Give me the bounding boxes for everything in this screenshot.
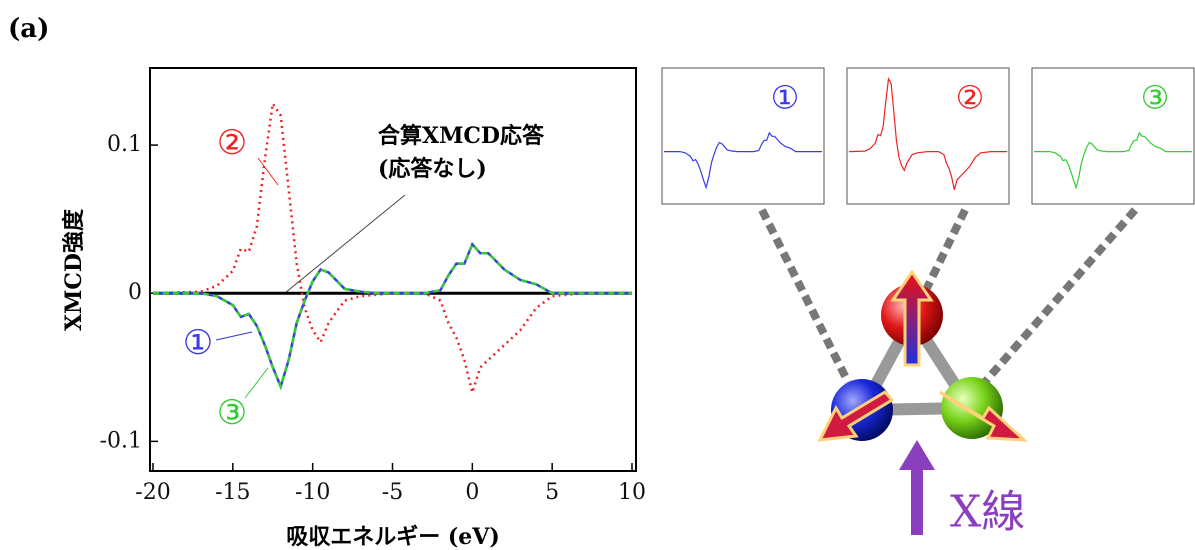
connector bbox=[762, 210, 848, 382]
x-tick-label: -20 bbox=[135, 480, 170, 505]
x-tick-label: 5 bbox=[545, 480, 559, 505]
leader-line bbox=[285, 195, 405, 293]
leader-line bbox=[216, 332, 252, 340]
annotation: (応答なし) bbox=[378, 156, 487, 182]
series-line bbox=[153, 244, 632, 386]
xray-arrow bbox=[899, 440, 935, 535]
curve-label: ③ bbox=[217, 393, 247, 433]
x-axis-label: 吸収エネルギー (eV) bbox=[286, 524, 500, 550]
inset-frame bbox=[847, 68, 1009, 204]
x-tick-label: 0 bbox=[465, 480, 479, 505]
y-tick-label: -0.1 bbox=[100, 428, 142, 453]
xray-label: X線 bbox=[950, 487, 1025, 538]
x-tick-label: -10 bbox=[295, 480, 330, 505]
y-axis-label: XMCD強度 bbox=[61, 208, 87, 331]
leader-line bbox=[245, 368, 268, 398]
sum-label: 合算XMCD応答 bbox=[378, 123, 545, 149]
x-tick-label: -5 bbox=[382, 480, 403, 505]
connector bbox=[925, 210, 965, 292]
inset-frame bbox=[1032, 68, 1194, 204]
x-tick-label: 10 bbox=[618, 480, 646, 505]
connector bbox=[985, 210, 1135, 382]
figure: (a) XMCD強度 吸収エネルギー (eV) 合算XMCD応答 (応答なし) … bbox=[0, 0, 1195, 550]
curve-label: ② bbox=[217, 123, 247, 163]
series-line bbox=[153, 244, 632, 386]
inset-label: ① bbox=[771, 79, 800, 117]
curve-label: ① bbox=[183, 323, 213, 363]
y-tick-label: 0 bbox=[128, 280, 142, 305]
inset-frame bbox=[662, 68, 824, 204]
diagram: X線 bbox=[762, 210, 1135, 538]
inset-label: ③ bbox=[1141, 79, 1170, 117]
y-tick-label: 0.1 bbox=[107, 132, 142, 157]
panel-label: (a) bbox=[8, 14, 49, 44]
inset-label: ② bbox=[956, 79, 985, 117]
leader-line bbox=[258, 158, 278, 185]
x-tick-label: -15 bbox=[215, 480, 250, 505]
